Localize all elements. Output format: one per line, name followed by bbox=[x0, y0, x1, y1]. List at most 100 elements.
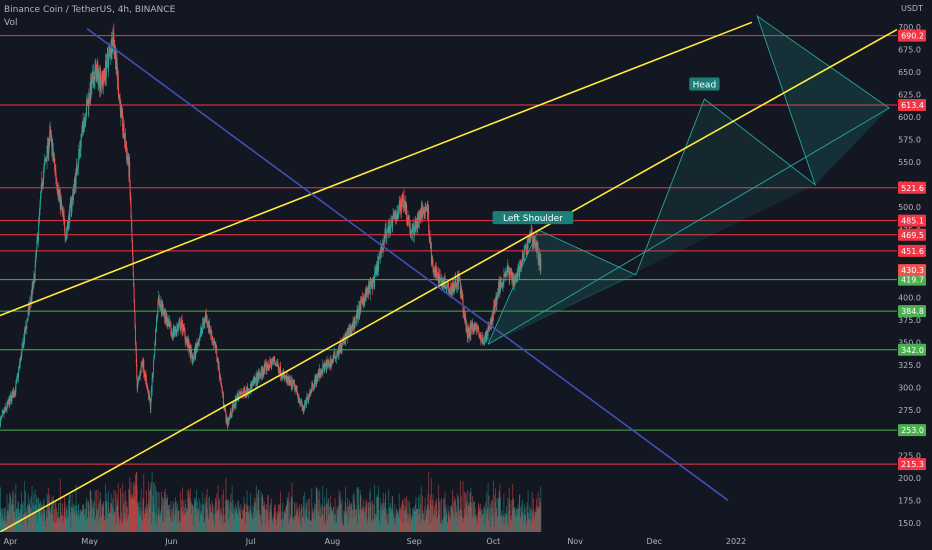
last-price-tag-label: 430.3 bbox=[901, 266, 924, 275]
volume-bar bbox=[531, 491, 533, 532]
x-axis[interactable]: Apr May Jun Jul Aug Sep Oct Nov Dec 2022 bbox=[0, 533, 932, 550]
candle-body bbox=[389, 225, 391, 233]
volume-bar bbox=[123, 493, 125, 532]
x-tick-label: May bbox=[81, 537, 98, 546]
candle-body bbox=[502, 281, 504, 286]
candle-body bbox=[0, 416, 2, 418]
candle-body bbox=[323, 365, 325, 368]
pattern-projection bbox=[487, 14, 890, 345]
candle-body bbox=[494, 306, 496, 313]
candle-body bbox=[401, 194, 403, 202]
candle-body bbox=[495, 297, 496, 307]
level-price-tag-label: 342.0 bbox=[901, 346, 924, 355]
volume-bar bbox=[203, 504, 205, 532]
candle-body bbox=[460, 286, 462, 293]
y-tick-label: 625.0 bbox=[898, 90, 921, 99]
volume-bar bbox=[432, 494, 434, 532]
candle-body bbox=[296, 390, 298, 392]
x-tick-label: Apr bbox=[4, 537, 19, 546]
candle-body bbox=[50, 134, 52, 139]
candle-body bbox=[25, 326, 26, 334]
volume-bar bbox=[14, 493, 16, 532]
candle-body bbox=[64, 231, 66, 237]
candle-body bbox=[387, 231, 389, 232]
candle-body bbox=[349, 327, 351, 335]
candle-body bbox=[181, 320, 183, 326]
candle-body bbox=[62, 211, 64, 218]
candle-body bbox=[470, 323, 472, 336]
volume-bar bbox=[69, 512, 71, 532]
candle-body bbox=[69, 201, 71, 205]
volume-bar bbox=[317, 488, 319, 532]
volume-indicator-label[interactable]: Vol bbox=[4, 18, 18, 28]
candle-body bbox=[103, 69, 105, 81]
candle-body bbox=[262, 368, 264, 374]
candle-body bbox=[228, 417, 230, 420]
candle-body bbox=[223, 403, 225, 407]
level-price-tag-label: 215.3 bbox=[901, 460, 924, 469]
candle-body bbox=[297, 394, 299, 400]
candle-body bbox=[77, 168, 79, 172]
candle-body bbox=[356, 310, 358, 321]
candle-body bbox=[418, 211, 420, 222]
candle-body bbox=[134, 302, 135, 311]
candle-body bbox=[131, 218, 132, 229]
candle-body bbox=[237, 393, 239, 401]
candle-body bbox=[500, 282, 502, 284]
symbol-title[interactable]: Binance Coin / TetherUS, 4h, BINANCE bbox=[4, 5, 176, 15]
candle-body bbox=[157, 301, 159, 316]
volume-bar bbox=[254, 502, 256, 532]
candle-body bbox=[60, 200, 62, 209]
candle-body bbox=[493, 304, 495, 309]
volume-bar bbox=[31, 486, 33, 532]
candle-body bbox=[475, 323, 477, 327]
volume-bar bbox=[115, 490, 117, 532]
candle-body bbox=[100, 82, 102, 89]
candle-body bbox=[80, 139, 82, 149]
candle-body bbox=[19, 360, 21, 365]
candle-body bbox=[354, 321, 356, 328]
candle-body bbox=[130, 196, 132, 204]
candle-body bbox=[429, 235, 431, 242]
volume-bar bbox=[489, 507, 491, 532]
candle-body bbox=[539, 253, 541, 262]
volume-bar bbox=[456, 493, 458, 532]
candle-body bbox=[364, 297, 366, 303]
candle-body bbox=[135, 341, 137, 349]
candle-body bbox=[509, 267, 511, 279]
volume-bar bbox=[91, 499, 93, 532]
candle-body bbox=[322, 364, 324, 366]
candle-body bbox=[133, 286, 135, 303]
volume-bar bbox=[388, 489, 390, 532]
candle-body bbox=[328, 360, 330, 364]
volume-bar bbox=[86, 497, 88, 532]
x-tick-label: Dec bbox=[647, 537, 662, 546]
candle-body bbox=[465, 317, 467, 324]
pattern-fill bbox=[488, 98, 816, 345]
candle-body bbox=[479, 337, 481, 338]
candle-body bbox=[495, 297, 497, 301]
candle-body bbox=[278, 369, 280, 374]
candle-body bbox=[455, 278, 456, 284]
volume-bar bbox=[198, 498, 200, 532]
candle-body bbox=[61, 202, 63, 208]
volume-bar bbox=[509, 504, 511, 532]
candle-body bbox=[38, 215, 40, 220]
candle-body bbox=[48, 140, 50, 148]
candle-body bbox=[458, 276, 460, 279]
candle-body bbox=[289, 381, 291, 382]
volume-bar bbox=[231, 485, 233, 532]
candle-body bbox=[335, 356, 336, 359]
candle-body bbox=[48, 147, 50, 154]
candle-body bbox=[501, 283, 503, 286]
y-axis[interactable]: 150.0175.0200.0225.0250.0275.0300.0325.0… bbox=[897, 0, 932, 550]
candle-body bbox=[345, 332, 347, 338]
candle-body bbox=[2, 411, 4, 413]
candle-body bbox=[24, 329, 26, 342]
candle-body bbox=[496, 294, 498, 305]
candle-body bbox=[506, 271, 508, 272]
candle-body bbox=[392, 215, 394, 220]
candle-body bbox=[260, 369, 262, 377]
candle-body bbox=[131, 228, 133, 239]
